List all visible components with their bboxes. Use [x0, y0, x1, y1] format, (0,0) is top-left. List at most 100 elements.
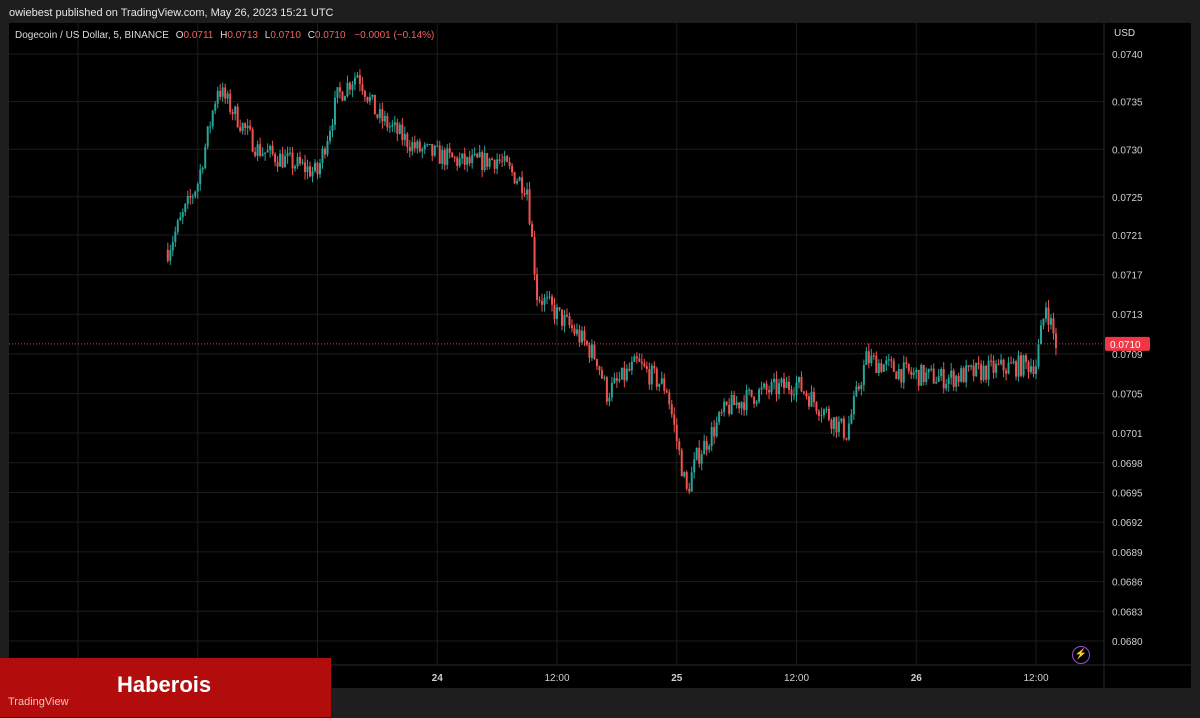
candle-body — [660, 378, 663, 384]
candle-body — [718, 412, 721, 423]
candle-body — [807, 396, 810, 407]
candle-body — [588, 344, 591, 358]
candle-body — [793, 394, 796, 396]
candle-body — [239, 127, 242, 132]
candle-body — [630, 361, 633, 371]
lightning-icon[interactable]: ⚡ — [1072, 646, 1090, 664]
candle-body — [740, 402, 743, 409]
candle-body — [453, 157, 456, 159]
candle-body — [338, 87, 341, 92]
candle-body — [1054, 333, 1057, 348]
candle-body — [745, 389, 748, 411]
candle-body — [323, 148, 326, 155]
legend-symbol: Dogecoin / US Dollar, 5, BINANCE — [15, 30, 169, 41]
x-tick-label: 12:00 — [544, 673, 569, 684]
candle-body — [396, 122, 399, 134]
y-tick-label: 0.0740 — [1112, 50, 1143, 61]
candle-body — [201, 168, 204, 170]
candle-body — [1030, 366, 1033, 373]
candle-body — [451, 152, 454, 158]
candle-body — [518, 177, 521, 181]
candle-body — [346, 82, 349, 97]
candle-body — [992, 360, 995, 373]
candle-body — [373, 94, 376, 115]
candle-body — [937, 376, 940, 382]
legend-high-label: H — [220, 30, 228, 41]
candle-body — [533, 236, 536, 275]
candle-body — [296, 157, 299, 167]
candle-body — [496, 159, 499, 169]
candle-body — [536, 274, 539, 300]
candle-body — [418, 141, 421, 152]
candle-body — [905, 362, 908, 364]
candle-body — [945, 383, 948, 389]
candle-body — [436, 145, 439, 147]
candle-body — [1005, 370, 1008, 374]
candle-body — [852, 396, 855, 415]
candle-body — [673, 414, 676, 425]
candle-body — [773, 378, 776, 383]
candle-body — [471, 155, 474, 164]
candle-body — [301, 162, 304, 164]
candle-body — [982, 365, 985, 381]
candle-body — [600, 370, 603, 379]
candle-body — [348, 82, 351, 90]
candle-body — [685, 472, 688, 489]
candle-body — [438, 145, 441, 164]
candle-body — [910, 371, 913, 375]
candle-body — [1020, 355, 1023, 376]
candle-body — [541, 300, 544, 305]
x-tick-label: 12:00 — [784, 673, 809, 684]
candle-body — [353, 77, 356, 85]
candle-body — [678, 441, 681, 451]
candle-body — [902, 362, 905, 383]
candle-body — [675, 424, 678, 442]
candle-body — [528, 189, 531, 224]
candle-body — [401, 124, 404, 141]
candle-body — [251, 129, 254, 152]
candle-body — [1010, 362, 1013, 364]
candle-body — [321, 148, 324, 164]
candle-body — [570, 325, 573, 329]
y-tick-label: 0.0709 — [1112, 350, 1143, 361]
candle-body — [802, 391, 805, 393]
candle-body — [680, 450, 683, 477]
candle-body — [381, 109, 384, 122]
publish-bar: owiebest published on TradingView.com, M… — [0, 0, 1200, 24]
candle-body — [925, 372, 928, 382]
candle-body — [770, 382, 773, 393]
candle-body — [620, 367, 623, 380]
candle-body — [184, 203, 187, 213]
candle-body — [715, 422, 718, 437]
candle-body — [760, 387, 763, 390]
candle-body — [942, 369, 945, 389]
candle-body — [683, 472, 686, 477]
candle-body — [768, 389, 771, 393]
legend-high-value: 0.0713 — [227, 30, 258, 41]
candle-body — [897, 369, 900, 380]
candle-body — [314, 162, 317, 172]
candle-body — [211, 110, 214, 127]
candle-body — [196, 184, 199, 192]
candle-body — [551, 296, 554, 305]
candle-body — [967, 365, 970, 367]
candle-body — [725, 401, 728, 405]
candle-body — [750, 389, 753, 397]
candle-body — [1044, 307, 1047, 319]
candle-body — [855, 386, 858, 397]
y-tick-label: 0.0725 — [1112, 193, 1143, 204]
candle-body — [294, 166, 297, 169]
candle-body — [406, 133, 409, 148]
candle-body — [605, 377, 608, 402]
candle-body — [935, 381, 938, 384]
candle-body — [476, 153, 479, 158]
candle-body — [645, 366, 648, 370]
candle-body — [433, 145, 436, 156]
candle-body — [446, 148, 449, 165]
candle-body — [1017, 355, 1020, 377]
candle-body — [960, 368, 963, 382]
candle-body — [748, 389, 751, 391]
candle-body — [1027, 361, 1030, 373]
candle-body — [219, 90, 222, 97]
